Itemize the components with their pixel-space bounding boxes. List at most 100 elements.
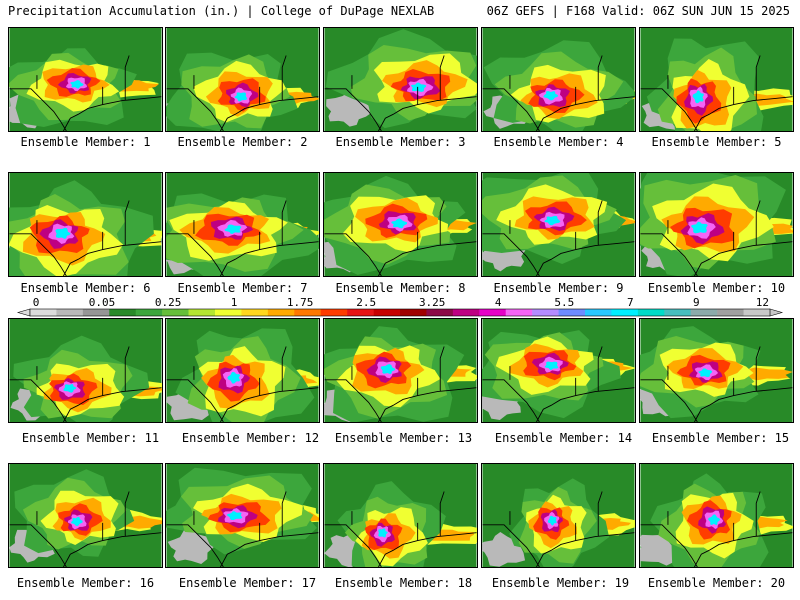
ensemble-map-panel-13 xyxy=(323,318,478,423)
ensemble-map-panel-17 xyxy=(165,463,320,568)
legend-tick-label: 9 xyxy=(693,296,700,309)
legend-color-swatch-15 xyxy=(426,309,454,316)
ensemble-map-panel-7 xyxy=(165,172,320,277)
precip-map-10 xyxy=(640,173,793,276)
ensemble-member-label-7: Ensemble Member: 7 xyxy=(177,281,308,295)
precip-map-6 xyxy=(9,173,162,276)
ensemble-map-panel-20 xyxy=(639,463,794,568)
ensemble-member-label-3: Ensemble Member: 3 xyxy=(335,135,466,149)
legend-color-swatch-19 xyxy=(532,309,559,316)
legend-color-swatch-14 xyxy=(400,309,427,316)
ensemble-map-panel-5 xyxy=(639,27,794,132)
legend-tick-label: 2.5 xyxy=(356,296,376,309)
precip-map-11 xyxy=(9,319,162,422)
precip-map-15 xyxy=(640,319,793,422)
ensemble-member-label-12: Ensemble Member: 12 xyxy=(181,431,320,445)
legend-tick-label: 5.5 xyxy=(554,296,574,309)
ensemble-member-label-2: Ensemble Member: 2 xyxy=(177,135,308,149)
ensemble-member-label-15: Ensemble Member: 15 xyxy=(651,431,790,445)
precip-map-2 xyxy=(166,28,319,131)
legend-color-swatch-10 xyxy=(294,309,322,316)
ensemble-map-panel-6 xyxy=(8,172,163,277)
legend-color-swatch-17 xyxy=(479,309,507,316)
precip-map-18 xyxy=(324,464,477,567)
legend-tick-label: 1.75 xyxy=(287,296,314,309)
legend-color-swatch-25 xyxy=(690,309,718,316)
ensemble-member-label-9: Ensemble Member: 9 xyxy=(493,281,624,295)
ensemble-member-label-16: Ensemble Member: 16 xyxy=(16,576,155,590)
ensemble-member-label-19: Ensemble Member: 19 xyxy=(491,576,630,590)
legend-colorbar: 0 0.05 0.25 1 1.75 2.5 3.25 4 5.5 7 9 12 xyxy=(16,296,784,317)
ensemble-map-panel-12 xyxy=(165,318,320,423)
ensemble-member-label-13: Ensemble Member: 13 xyxy=(334,431,473,445)
ensemble-map-panel-8 xyxy=(323,172,478,277)
ensemble-map-panel-1 xyxy=(8,27,163,132)
legend-color-swatch-0 xyxy=(30,309,57,316)
legend-color-swatch-9 xyxy=(267,309,295,316)
legend-tick-label: 3.25 xyxy=(419,296,446,309)
ensemble-member-label-18: Ensemble Member: 18 xyxy=(334,576,473,590)
ensemble-member-label-20: Ensemble Member: 20 xyxy=(647,576,786,590)
legend-tick-label: 12 xyxy=(756,296,769,309)
legend-color-swatch-22 xyxy=(611,309,639,316)
precip-color-legend: 0 0.05 0.25 1 1.75 2.5 3.25 4 5.5 7 9 12 xyxy=(0,296,800,320)
legend-color-swatch-5 xyxy=(162,309,189,316)
ensemble-map-panel-2 xyxy=(165,27,320,132)
precip-map-12 xyxy=(166,319,319,422)
legend-tick-label: 7 xyxy=(627,296,634,309)
ensemble-member-label-14: Ensemble Member: 14 xyxy=(494,431,633,445)
ensemble-map-panel-16 xyxy=(8,463,163,568)
legend-color-swatch-8 xyxy=(241,309,269,316)
legend-color-swatch-12 xyxy=(347,309,374,316)
ensemble-map-panel-14 xyxy=(481,318,636,423)
legend-color-swatch-18 xyxy=(505,309,533,316)
legend-color-swatch-11 xyxy=(320,309,348,316)
precip-map-16 xyxy=(9,464,162,567)
legend-color-swatch-13 xyxy=(373,309,401,316)
precip-map-13 xyxy=(324,319,477,422)
precip-map-17 xyxy=(166,464,319,567)
precip-map-19 xyxy=(482,464,635,567)
ensemble-map-panel-10 xyxy=(639,172,794,277)
precip-map-20 xyxy=(640,464,793,567)
legend-color-swatch-23 xyxy=(637,309,665,316)
precip-map-1 xyxy=(9,28,162,131)
precip-map-8 xyxy=(324,173,477,276)
legend-left-arrow xyxy=(16,308,31,317)
precip-map-14 xyxy=(482,319,635,422)
precip-map-4 xyxy=(482,28,635,131)
ensemble-map-panel-19 xyxy=(481,463,636,568)
ensemble-map-panel-11 xyxy=(8,318,163,423)
legend-color-swatch-7 xyxy=(215,309,242,316)
header-run-info: 06Z GEFS | F168 Valid: 06Z SUN JUN 15 20… xyxy=(486,4,790,18)
legend-color-swatch-27 xyxy=(743,309,771,316)
legend-tick-label: 0.25 xyxy=(155,296,182,309)
precip-map-5 xyxy=(640,28,793,131)
legend-tick-label: 4 xyxy=(495,296,502,309)
legend-color-swatch-21 xyxy=(585,309,612,316)
legend-color-swatch-26 xyxy=(717,309,744,316)
legend-tick-label: 1 xyxy=(231,296,238,309)
ensemble-member-label-4: Ensemble Member: 4 xyxy=(493,135,624,149)
legend-tick-label: 0.05 xyxy=(89,296,116,309)
header-title: Precipitation Accumulation (in.) | Colle… xyxy=(8,4,435,18)
precip-map-7 xyxy=(166,173,319,276)
legend-color-swatch-3 xyxy=(109,309,137,316)
ensemble-map-panel-15 xyxy=(639,318,794,423)
ensemble-member-label-11: Ensemble Member: 11 xyxy=(21,431,160,445)
ensemble-member-label-1: Ensemble Member: 1 xyxy=(20,135,151,149)
legend-color-swatch-16 xyxy=(452,309,480,316)
legend-color-swatch-6 xyxy=(188,309,216,316)
legend-color-swatch-24 xyxy=(664,309,692,316)
legend-color-swatch-20 xyxy=(558,309,586,316)
ensemble-member-label-5: Ensemble Member: 5 xyxy=(651,135,782,149)
legend-tick-label: 0 xyxy=(33,296,40,309)
ensemble-map-panel-9 xyxy=(481,172,636,277)
ensemble-member-label-6: Ensemble Member: 6 xyxy=(20,281,151,295)
legend-color-swatch-1 xyxy=(56,309,84,316)
ensemble-map-panel-4 xyxy=(481,27,636,132)
legend-color-swatch-4 xyxy=(135,309,163,316)
ensemble-map-panel-3 xyxy=(323,27,478,132)
precip-map-3 xyxy=(324,28,477,131)
ensemble-map-panel-18 xyxy=(323,463,478,568)
